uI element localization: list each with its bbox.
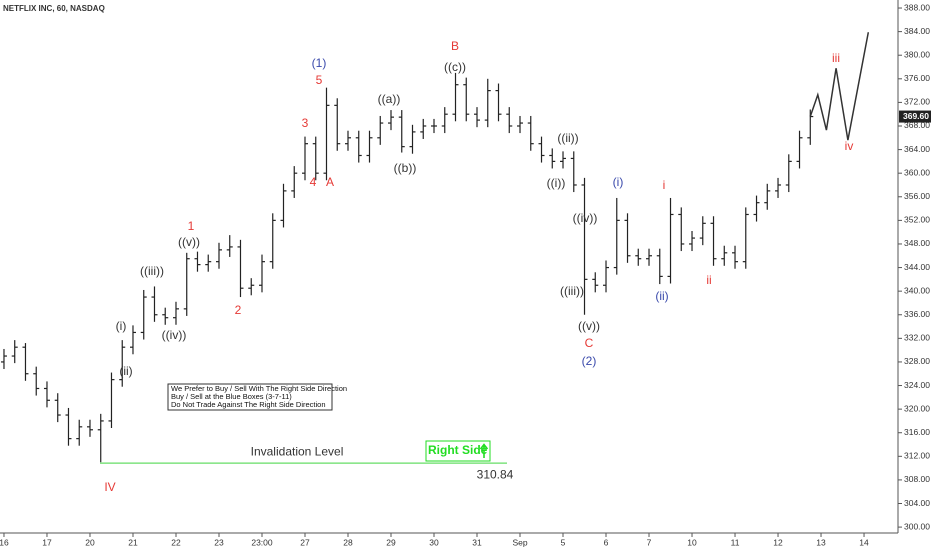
y-tick-label: 308.00: [904, 474, 930, 484]
x-tick-label: 6: [604, 537, 609, 547]
x-tick-label: Sep: [512, 537, 527, 547]
last-price-label: 369.60: [903, 111, 929, 121]
x-tick-label: 29: [386, 537, 396, 547]
wave-label: 5: [316, 73, 323, 87]
wave-label: (i): [613, 175, 624, 189]
y-tick-label: 304.00: [904, 498, 930, 508]
y-tick-label: 328.00: [904, 356, 930, 366]
wave-label: C: [585, 336, 594, 350]
invalidation-label: Invalidation Level: [251, 444, 344, 458]
note-line: We Prefer to Buy / Sell With The Right S…: [171, 384, 347, 393]
y-tick-label: 388.00: [904, 2, 930, 12]
x-tick-label: 23:00: [251, 537, 273, 547]
wave-label: ((v)): [578, 319, 600, 333]
y-tick-label: 384.00: [904, 26, 930, 36]
x-tick-label: 28: [343, 537, 353, 547]
x-tick-label: 10: [687, 537, 697, 547]
x-tick-label: 5: [561, 537, 566, 547]
y-tick-label: 364.00: [904, 144, 930, 154]
y-tick-label: 300.00: [904, 521, 930, 531]
x-tick-label: 20: [85, 537, 95, 547]
note-box: [167, 383, 333, 411]
projection-path: [809, 32, 870, 141]
x-tick-label: 31: [472, 537, 482, 547]
y-tick-label: 376.00: [904, 73, 930, 83]
wave-label: IV: [104, 480, 115, 494]
y-tick-label: 368.00: [904, 120, 930, 130]
wave-label: ((iv)): [573, 211, 598, 225]
right-side-arrow: [479, 443, 489, 458]
wave-label: 3: [302, 116, 309, 130]
note-line: Buy / Sell at the Blue Boxes (3-7-11): [171, 392, 292, 401]
x-tick-label: 12: [773, 537, 783, 547]
y-tick-label: 340.00: [904, 285, 930, 295]
wave-label: ((iv)): [162, 328, 187, 342]
y-tick-label: 332.00: [904, 333, 930, 343]
wave-label: ((ii)): [557, 131, 578, 145]
wave-label: (ii): [119, 364, 132, 378]
wave-label: A: [326, 175, 334, 189]
y-tick-label: 312.00: [904, 451, 930, 461]
note-line: Do Not Trade Against The Right Side Dire…: [171, 400, 326, 409]
wave-label: ((v)): [178, 235, 200, 249]
x-tick-label: 16: [0, 537, 9, 547]
wave-label: 1: [188, 219, 195, 233]
x-tick-label: 22: [171, 537, 181, 547]
wave-label: iii: [832, 51, 840, 65]
y-tick-label: 320.00: [904, 403, 930, 413]
wave-label: ((iii)): [140, 264, 164, 278]
x-tick-label: 30: [429, 537, 439, 547]
x-tick-label: 23: [214, 537, 224, 547]
wave-label: i: [663, 178, 666, 192]
wave-label: (2): [582, 354, 597, 368]
last-price-box: [899, 110, 931, 123]
wave-label: ((iii)): [560, 284, 584, 298]
wave-label: ((i)): [547, 176, 566, 190]
wave-label: (ii): [655, 289, 668, 303]
x-tick-label: 13: [816, 537, 826, 547]
y-tick-label: 344.00: [904, 262, 930, 272]
x-tick-label: 17: [42, 537, 52, 547]
x-tick-label: 7: [647, 537, 652, 547]
x-tick-label: 21: [128, 537, 138, 547]
chart-title: NETFLIX INC, 60, NASDAQ: [3, 4, 105, 13]
y-tick-label: 356.00: [904, 191, 930, 201]
wave-label: (1): [312, 56, 327, 70]
wave-label: ((a)): [378, 92, 401, 106]
y-tick-label: 360.00: [904, 167, 930, 177]
y-tick-label: 352.00: [904, 215, 930, 225]
wave-label: ii: [706, 273, 711, 287]
y-tick-label: 324.00: [904, 380, 930, 390]
wave-label: ((c)): [444, 60, 466, 74]
y-tick-label: 336.00: [904, 309, 930, 319]
y-tick-label: 316.00: [904, 427, 930, 437]
x-tick-label: 27: [300, 537, 310, 547]
wave-label: 2: [235, 303, 242, 317]
right-side-label: Right Side: [428, 443, 488, 457]
invalidation-value: 310.84: [477, 467, 514, 481]
wave-label: ((b)): [394, 161, 417, 175]
x-tick-label: 14: [859, 537, 869, 547]
x-tick-label: 11: [731, 537, 740, 547]
y-tick-label: 348.00: [904, 238, 930, 248]
right-side-box: [425, 440, 491, 462]
y-tick-label: 380.00: [904, 49, 930, 59]
wave-label: (i): [116, 319, 127, 333]
wave-label: B: [451, 39, 459, 53]
wave-label: 4: [310, 175, 317, 189]
wave-label: iv: [845, 139, 854, 153]
y-tick-label: 372.00: [904, 97, 930, 107]
